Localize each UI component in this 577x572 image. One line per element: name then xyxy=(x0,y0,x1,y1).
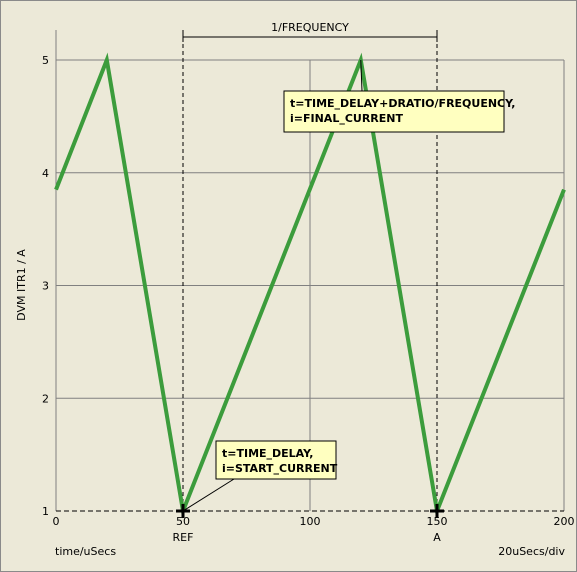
series-line xyxy=(54,52,566,519)
tick-labels: 0 50 100 150 200 1 2 3 4 5 REF A xyxy=(42,54,575,544)
annotation-box xyxy=(215,440,337,480)
series-lines xyxy=(54,52,566,519)
annotation-leader xyxy=(182,478,235,512)
annotation-text: t=TIME_DELAY, xyxy=(222,447,313,460)
dimension-label: 1/FREQUENCY xyxy=(271,21,349,34)
annotation-leader xyxy=(360,59,363,92)
annotations: t=TIME_DELAY+DRATIO/FREQUENCY, i=FINAL_CU… xyxy=(182,59,515,512)
scale-label: 20uSecs/div xyxy=(498,545,565,558)
annotation-text: i=FINAL_CURRENT xyxy=(290,112,403,125)
annotation-box xyxy=(283,90,505,133)
y-tick-label: 4 xyxy=(42,167,49,180)
x-axis-title: time/uSecs xyxy=(55,545,116,558)
cursor-label: A xyxy=(433,531,441,544)
x-tick-label: 50 xyxy=(176,515,190,528)
x-tick-label: 150 xyxy=(427,515,448,528)
x-tick-label: 100 xyxy=(300,515,321,528)
annotation-text: t=TIME_DELAY+DRATIO/FREQUENCY, xyxy=(290,97,515,110)
frequency-dimension: 1/FREQUENCY xyxy=(182,21,438,42)
x-tick-label: 200 xyxy=(554,515,575,528)
x-tick-label: 0 xyxy=(53,515,60,528)
y-tick-label: 1 xyxy=(42,505,49,518)
y-tick-label: 5 xyxy=(42,54,49,67)
annotation-text: i=START_CURRENT xyxy=(222,462,338,475)
y-tick-label: 2 xyxy=(42,392,49,405)
y-tick-label: 3 xyxy=(42,280,49,293)
y-axis-title: DVM ITR1 / A xyxy=(15,249,28,321)
grid xyxy=(55,30,565,512)
cursor-label: REF xyxy=(173,531,194,544)
